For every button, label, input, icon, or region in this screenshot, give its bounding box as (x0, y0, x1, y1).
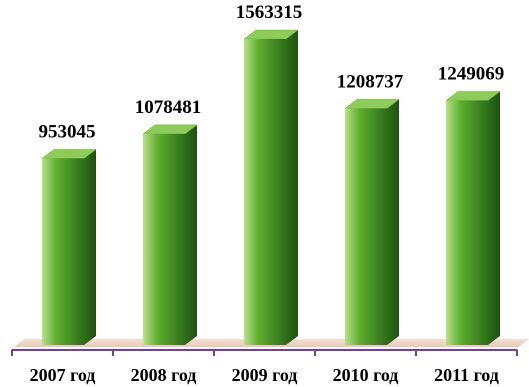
value-label: 953045 (39, 121, 96, 142)
axis-ticks-group (11, 350, 518, 356)
bar (446, 100, 488, 345)
bar-side (185, 124, 197, 345)
bar (345, 108, 387, 345)
bar-side (84, 149, 96, 345)
category-labels-group: 2007 год 2008 год 2009 год 2010 год 2011 год (30, 365, 499, 385)
bar-side (387, 99, 399, 345)
bar (42, 158, 84, 345)
category-label: 2007 год (30, 365, 96, 385)
bar (143, 133, 185, 345)
category-label: 2011 год (434, 365, 499, 385)
bars-group (41, 29, 501, 345)
bar-side (286, 30, 298, 345)
value-label: 1563315 (236, 2, 303, 23)
bar-side (488, 91, 500, 345)
bar (244, 39, 286, 345)
value-label: 1208737 (337, 71, 404, 92)
category-label: 2008 год (131, 365, 197, 385)
category-label: 2010 год (333, 365, 399, 385)
value-labels-group: 953045 1078481 1563315 1208737 1249069 (39, 2, 505, 142)
category-label: 2009 год (232, 365, 298, 385)
value-label: 1249069 (438, 64, 505, 85)
value-label: 1078481 (135, 97, 202, 118)
